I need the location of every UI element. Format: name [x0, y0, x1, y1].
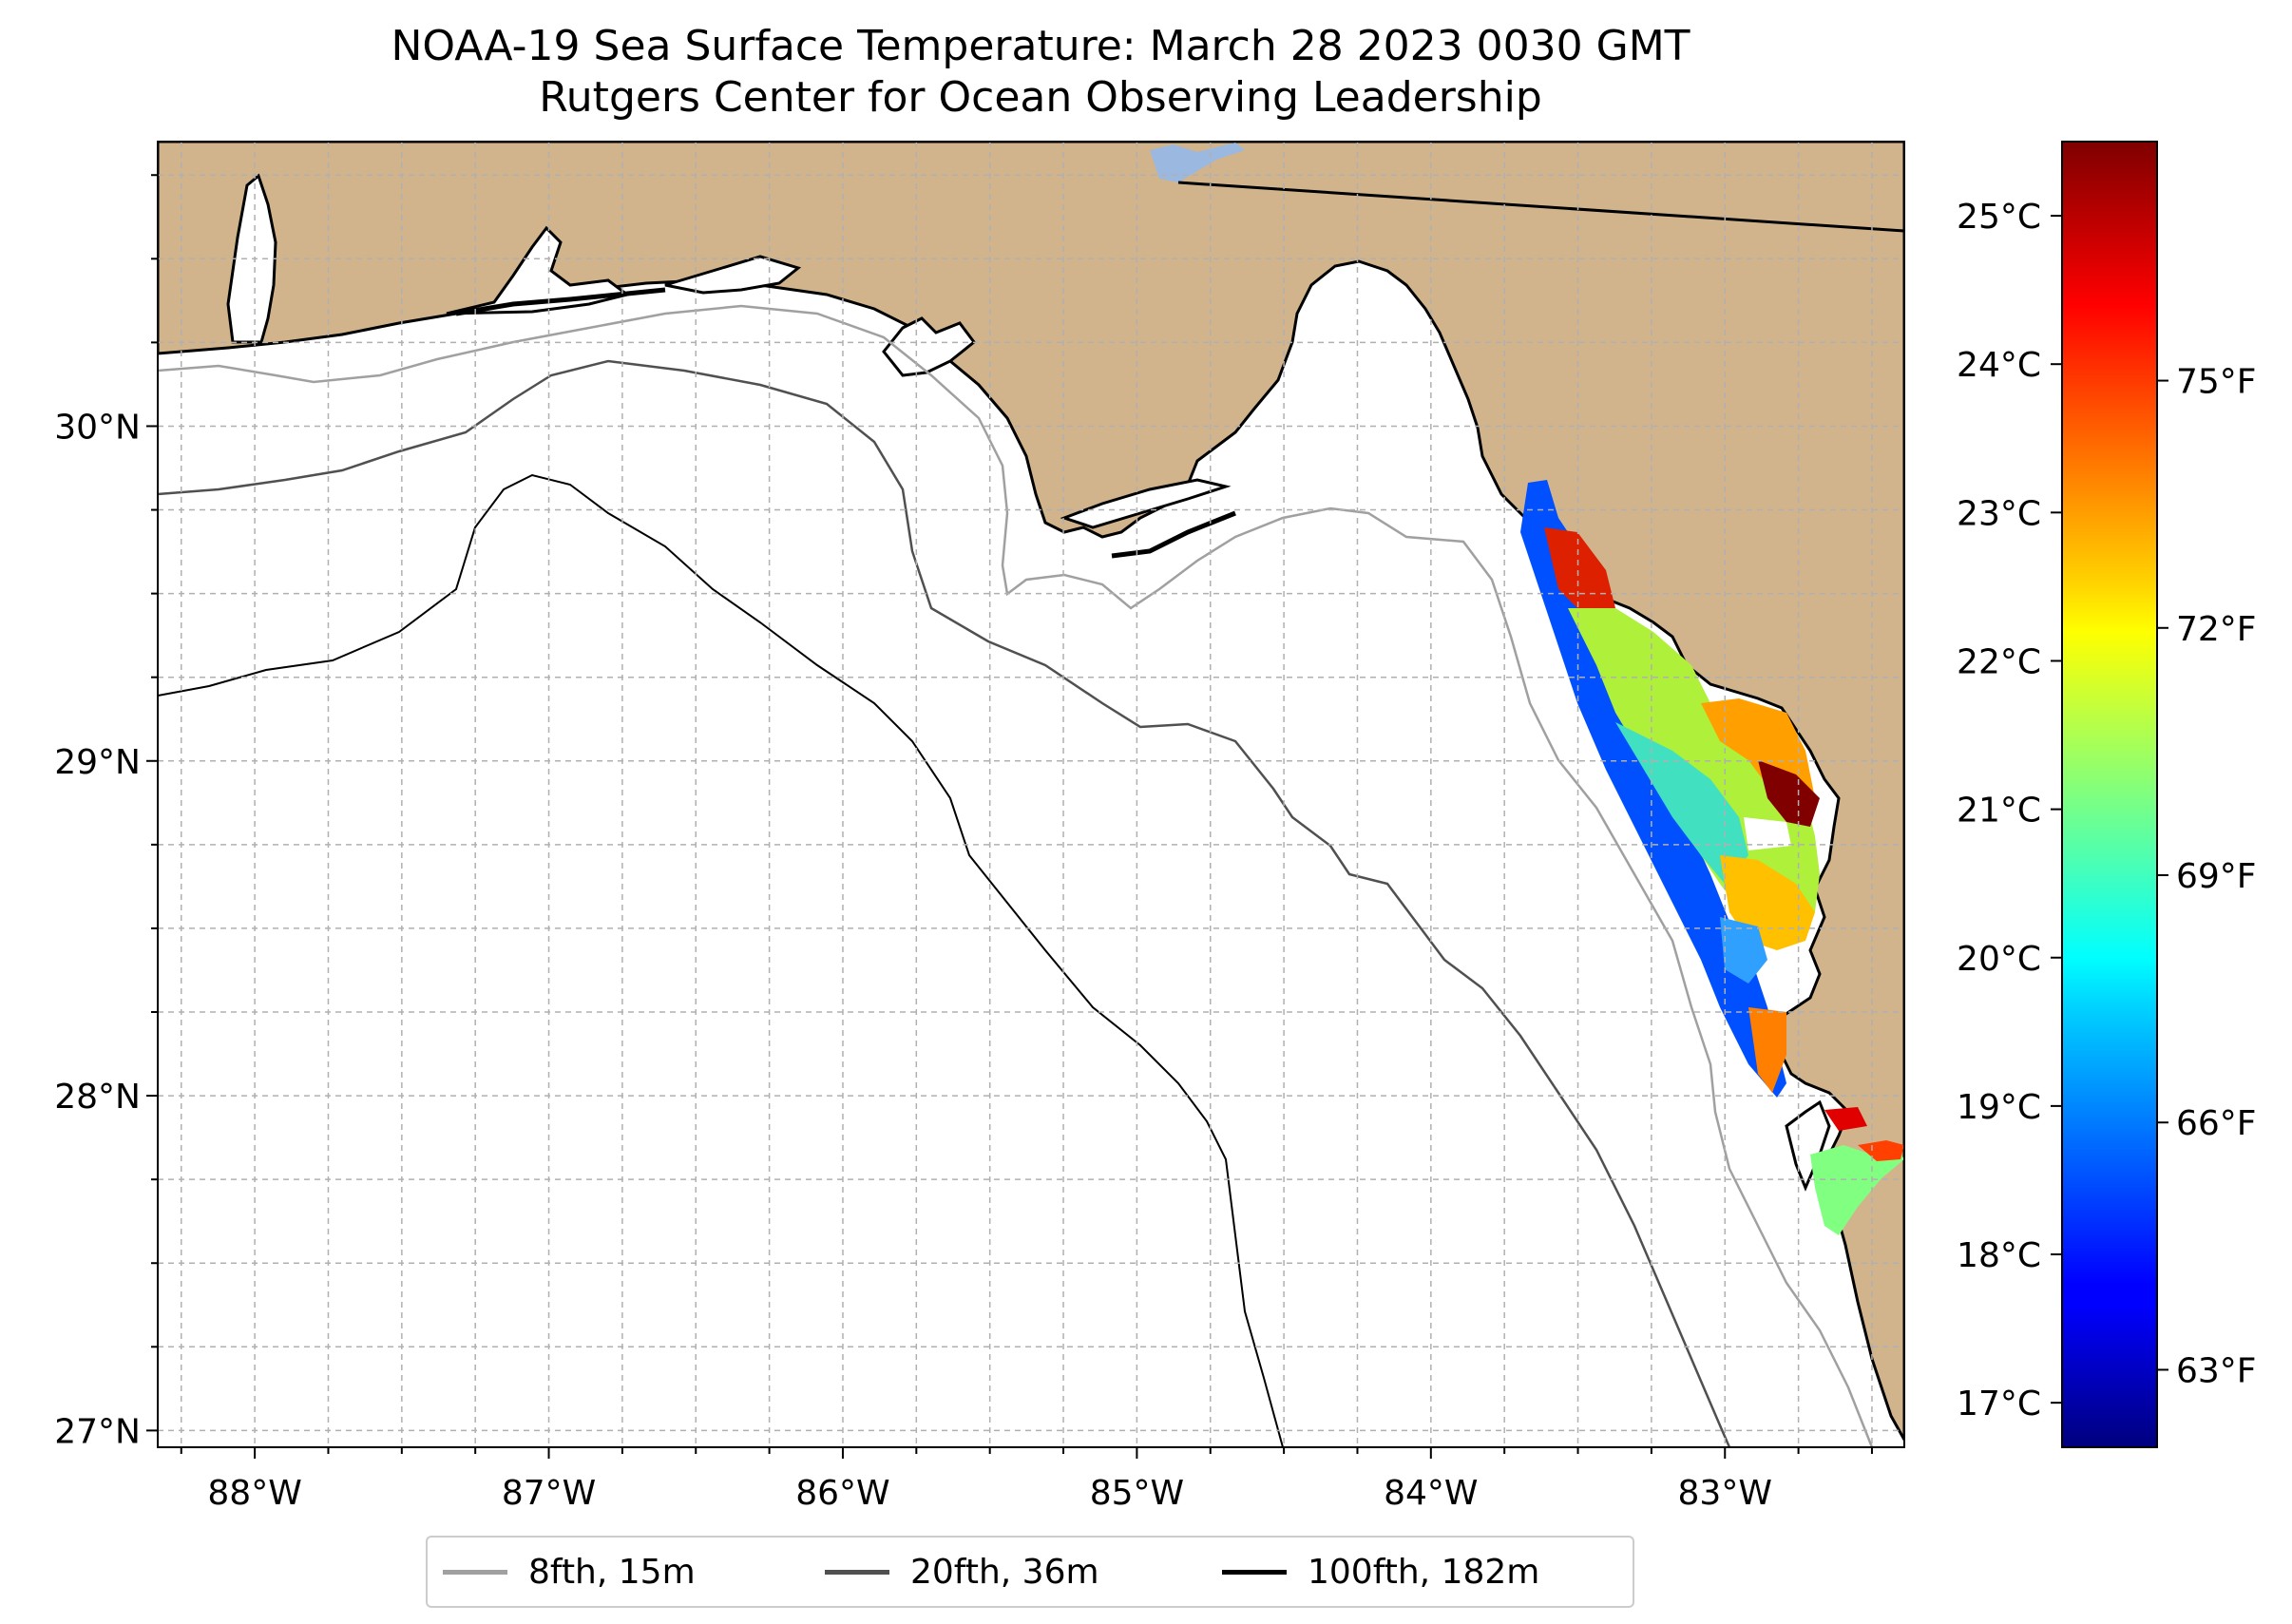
lat-tick-label: 30°N: [54, 408, 141, 447]
map-title: NOAA-19 Sea Surface Temperature: March 2…: [391, 22, 1690, 70]
map-area: [158, 142, 1904, 1447]
lon-tick-label: 85°W: [1090, 1474, 1184, 1513]
celsius-tick-label: 21°C: [1957, 792, 2041, 831]
fahrenheit-tick-label: 75°F: [2176, 363, 2257, 402]
legend-swatch-8fth: [443, 1569, 507, 1575]
lat-tick-label: 29°N: [54, 743, 141, 782]
st-andrews-bay: [882, 316, 977, 377]
fahrenheit-tick-label: 66°F: [2176, 1104, 2257, 1143]
colorbar: 25°C 24°C 23°C 22°C 21°C 20°C 19°C 18°C 17°C 75°F…: [1957, 141, 2257, 1448]
celsius-tick-label: 17°C: [1957, 1385, 2041, 1423]
celsius-tick-label: 19°C: [1957, 1088, 2041, 1127]
fahrenheit-tick-label: 69°F: [2176, 857, 2257, 896]
legend-swatch-100fth: [1222, 1569, 1287, 1575]
lon-tick-label: 83°W: [1678, 1474, 1772, 1513]
choctawhatchee-bay: [664, 255, 802, 295]
lon-tick-label: 84°W: [1384, 1474, 1478, 1513]
gridlines: [158, 142, 1904, 1447]
lon-tick-label: 88°W: [207, 1474, 301, 1513]
colorbar-ticks: 25°C 24°C 23°C 22°C 21°C 20°C 19°C 18°C 17°C 75°F…: [1957, 198, 2256, 1423]
barrier-island-east: [1111, 510, 1236, 559]
contour-legend: 8fth, 15m 20fth, 36m 100fth, 182m: [426, 1536, 1634, 1608]
legend-label-100fth: 100fth, 182m: [1308, 1552, 1540, 1592]
lake-seminole: [1150, 143, 1245, 182]
map-subtitle: Rutgers Center for Ocean Observing Leade…: [539, 73, 1542, 122]
celsius-tick-label: 25°C: [1957, 198, 2041, 237]
sst-swath: [1520, 480, 1904, 1235]
lon-tick-label: 86°W: [795, 1474, 889, 1513]
fahrenheit-tick-label: 72°F: [2176, 610, 2257, 649]
celsius-tick-label: 24°C: [1957, 346, 2041, 385]
celsius-tick-label: 22°C: [1957, 642, 2041, 681]
legend-label-8fth: 8fth, 15m: [528, 1552, 696, 1592]
legend-item-20fth: 20fth, 36m: [825, 1538, 1099, 1606]
legend-swatch-20fth: [825, 1569, 889, 1575]
axis-ticks: 88°W 87°W 86°W 85°W 84°W 83°W 30°N 29°N 28°N 27°N: [54, 174, 1873, 1513]
state-boundary: [1177, 181, 1904, 233]
lon-tick-label: 87°W: [502, 1474, 596, 1513]
fahrenheit-tick-label: 63°F: [2176, 1351, 2257, 1390]
colorbar-gradient: [2061, 141, 2158, 1448]
barrier-island: [455, 287, 666, 316]
celsius-tick-label: 20°C: [1957, 940, 2041, 979]
lat-tick-label: 28°N: [54, 1078, 141, 1117]
celsius-tick-label: 23°C: [1957, 494, 2041, 533]
tampa-bay: [1785, 1099, 1831, 1192]
legend-label-20fth: 20fth, 36m: [910, 1552, 1099, 1592]
apalachicola-bay: [1060, 478, 1232, 529]
lat-tick-label: 27°N: [54, 1412, 141, 1451]
isobath-8fth: [158, 304, 1874, 1447]
isobath-20fth: [158, 359, 1731, 1447]
pensacola-bay: [446, 225, 631, 315]
legend-item-8fth: 8fth, 15m: [443, 1538, 696, 1606]
celsius-tick-label: 18°C: [1957, 1236, 2041, 1275]
legend-item-100fth: 100fth, 182m: [1222, 1538, 1539, 1606]
map-frame: [157, 141, 1905, 1448]
